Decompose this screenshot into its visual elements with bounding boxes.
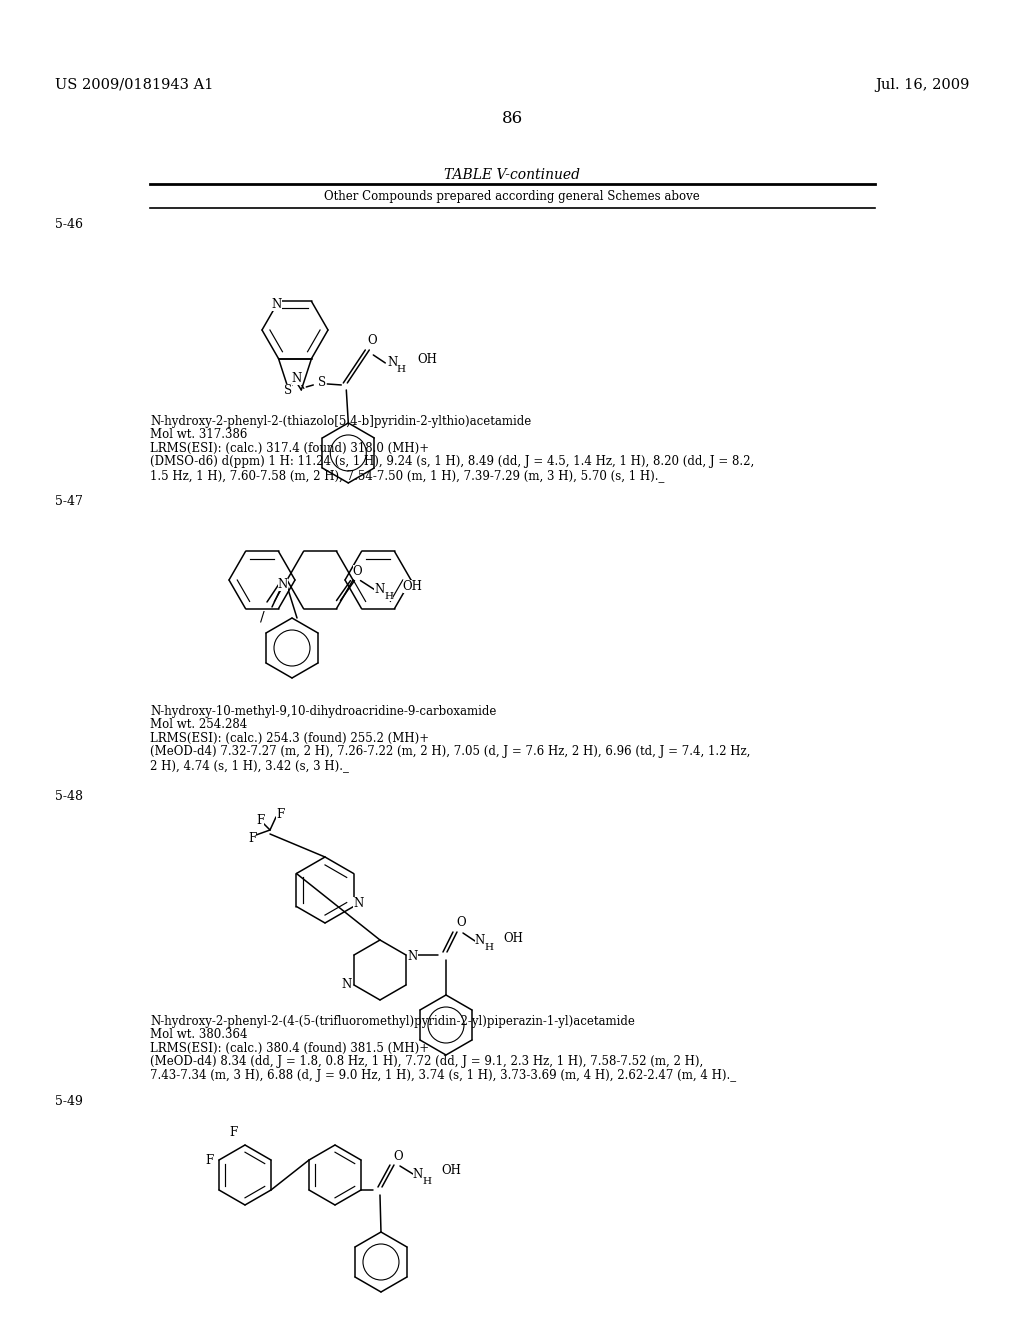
Text: H: H — [484, 944, 494, 953]
Text: N: N — [475, 935, 485, 948]
Text: 5-47: 5-47 — [55, 495, 83, 508]
Text: OH: OH — [402, 579, 422, 593]
Text: 1.5 Hz, 1 H), 7.60-7.58 (m, 2 H), 7.54-7.50 (m, 1 H), 7.39-7.29 (m, 3 H), 5.70 (: 1.5 Hz, 1 H), 7.60-7.58 (m, 2 H), 7.54-7… — [150, 469, 665, 482]
Text: OH: OH — [441, 1164, 461, 1177]
Text: H: H — [423, 1176, 431, 1185]
Text: H: H — [397, 366, 406, 375]
Text: N-hydroxy-2-phenyl-2-(4-(5-(trifluoromethyl)pyridin-2-yl)piperazin-1-yl)acetamid: N-hydroxy-2-phenyl-2-(4-(5-(trifluoromet… — [150, 1015, 635, 1028]
Text: Mol wt. 380.364: Mol wt. 380.364 — [150, 1028, 248, 1041]
Text: LRMS(ESI): (calc.) 380.4 (found) 381.5 (MH)+: LRMS(ESI): (calc.) 380.4 (found) 381.5 (… — [150, 1041, 429, 1055]
Text: 5-48: 5-48 — [55, 789, 83, 803]
Text: N: N — [375, 583, 385, 597]
Text: Jul. 16, 2009: Jul. 16, 2009 — [876, 78, 970, 92]
Text: OH: OH — [418, 354, 437, 367]
Text: Mol wt. 254.284: Mol wt. 254.284 — [150, 718, 247, 731]
Text: 2 H), 4.74 (s, 1 H), 3.42 (s, 3 H)._: 2 H), 4.74 (s, 1 H), 3.42 (s, 3 H)._ — [150, 759, 349, 772]
Text: OH: OH — [503, 932, 523, 945]
Text: S: S — [318, 376, 327, 389]
Text: 86: 86 — [502, 110, 522, 127]
Text: N: N — [408, 950, 418, 964]
Text: N: N — [342, 978, 352, 991]
Text: N: N — [413, 1167, 423, 1180]
Text: (MeOD-d4) 8.34 (dd, J = 1.8, 0.8 Hz, 1 H), 7.72 (dd, J = 9.1, 2.3 Hz, 1 H), 7.58: (MeOD-d4) 8.34 (dd, J = 1.8, 0.8 Hz, 1 H… — [150, 1056, 703, 1068]
Text: 5-46: 5-46 — [55, 218, 83, 231]
Text: (DMSO-d6) d(ppm) 1 H: 11.24 (s, 1 H), 9.24 (s, 1 H), 8.49 (dd, J = 4.5, 1.4 Hz, : (DMSO-d6) d(ppm) 1 H: 11.24 (s, 1 H), 9.… — [150, 455, 755, 469]
Text: LRMS(ESI): (calc.) 254.3 (found) 255.2 (MH)+: LRMS(ESI): (calc.) 254.3 (found) 255.2 (… — [150, 733, 429, 744]
Text: N: N — [271, 298, 282, 312]
Text: N-hydroxy-2-phenyl-2-(thiazolo[5,4-b]pyridin-2-ylthio)acetamide: N-hydroxy-2-phenyl-2-(thiazolo[5,4-b]pyr… — [150, 414, 531, 428]
Text: N: N — [292, 371, 302, 384]
Text: /: / — [260, 610, 265, 624]
Text: Mol wt. 317.386: Mol wt. 317.386 — [150, 429, 248, 441]
Text: H: H — [384, 593, 393, 601]
Text: F: F — [248, 832, 256, 845]
Text: US 2009/0181943 A1: US 2009/0181943 A1 — [55, 78, 213, 92]
Text: F: F — [205, 1155, 213, 1167]
Text: N: N — [387, 356, 397, 370]
Text: F: F — [229, 1126, 238, 1139]
Text: N: N — [353, 898, 364, 909]
Text: O: O — [456, 916, 466, 929]
Text: S: S — [284, 384, 292, 397]
Text: Other Compounds prepared according general Schemes above: Other Compounds prepared according gener… — [325, 190, 699, 203]
Text: O: O — [368, 334, 377, 347]
Text: O: O — [352, 565, 362, 578]
Text: N: N — [278, 578, 288, 590]
Text: TABLE V-continued: TABLE V-continued — [444, 168, 580, 182]
Text: (MeOD-d4) 7.32-7.27 (m, 2 H), 7.26-7.22 (m, 2 H), 7.05 (d, J = 7.6 Hz, 2 H), 6.9: (MeOD-d4) 7.32-7.27 (m, 2 H), 7.26-7.22 … — [150, 746, 751, 759]
Text: O: O — [393, 1150, 402, 1163]
Text: 5-49: 5-49 — [55, 1096, 83, 1107]
Text: LRMS(ESI): (calc.) 317.4 (found) 318.0 (MH)+: LRMS(ESI): (calc.) 317.4 (found) 318.0 (… — [150, 442, 429, 455]
Text: F: F — [275, 808, 284, 821]
Text: N-hydroxy-10-methyl-9,10-dihydroacridine-9-carboxamide: N-hydroxy-10-methyl-9,10-dihydroacridine… — [150, 705, 497, 718]
Text: F: F — [256, 813, 264, 826]
Text: 7.43-7.34 (m, 3 H), 6.88 (d, J = 9.0 Hz, 1 H), 3.74 (s, 1 H), 3.73-3.69 (m, 4 H): 7.43-7.34 (m, 3 H), 6.88 (d, J = 9.0 Hz,… — [150, 1069, 736, 1082]
